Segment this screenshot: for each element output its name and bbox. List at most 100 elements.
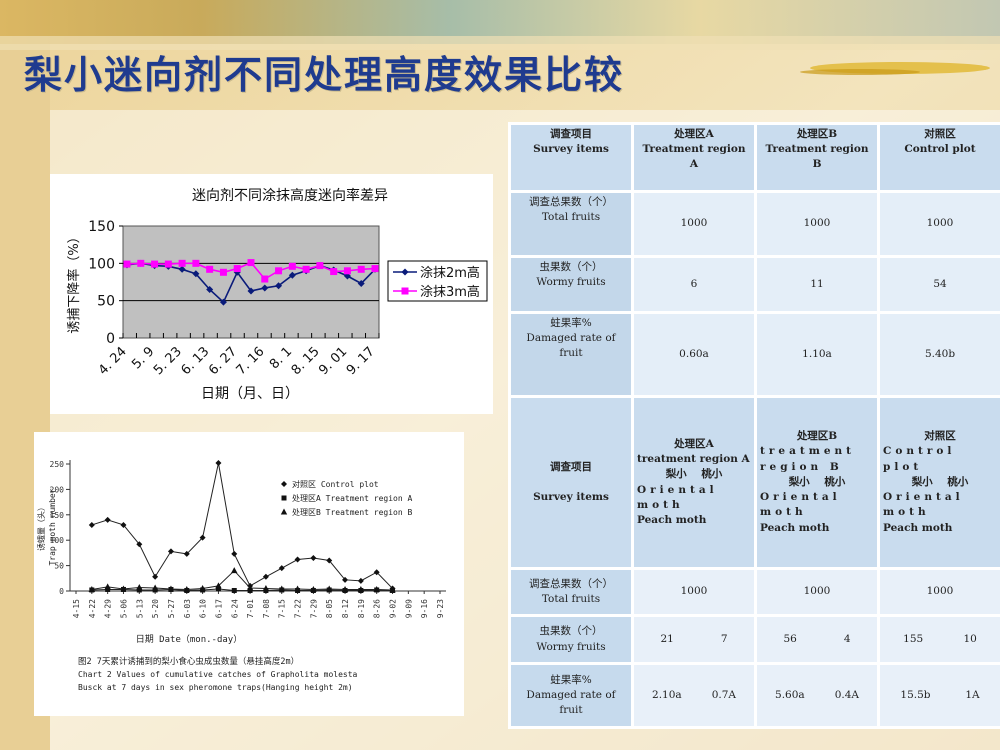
series-point [231, 567, 238, 574]
legend-label: 对照区 Control plot [292, 479, 379, 489]
series-point [278, 565, 285, 572]
row-label-zh: 蛀果率% [550, 673, 592, 686]
legend-label: 处理区A Treatment region A [292, 493, 413, 503]
series-point [371, 265, 379, 273]
pest-b-zh: 桃小 [701, 468, 723, 481]
series-point [316, 262, 324, 270]
series-point [164, 260, 172, 268]
row-label-zh: 虫果数（个） [539, 261, 603, 273]
series-point [120, 585, 127, 592]
cell-value: 0.60a [631, 311, 757, 398]
legend-marker [401, 268, 409, 276]
row-label-en: Damaged rate of fruit [526, 688, 616, 717]
x-tick-label: 9-09 [404, 599, 413, 618]
cell-value: 1000 [877, 190, 1000, 258]
cell-value-oriental: 56 [783, 632, 797, 645]
header-region-b: 处理区B Treatment region B [754, 122, 880, 193]
chart-2-svg: 250 200 150 100 50 0 4-15 4-22 4-29 5-06 5-13 5-20 5… [36, 459, 446, 692]
header-control: 对照区 Control plot [877, 122, 1000, 193]
x-tick-label: 4. 24 [96, 344, 130, 378]
header2-survey-zh: 调查项目 [550, 460, 592, 473]
x-axis-label: 日期（月、日） [201, 386, 299, 402]
pest-a-zh: 梨小 [911, 475, 933, 488]
legend-marker [401, 287, 409, 295]
cell-value: 54 [877, 255, 1000, 314]
series-point [342, 576, 349, 583]
series-point [151, 584, 159, 591]
group-title: 对照区 [924, 430, 956, 443]
y-axis-label: 诱蛾量（头） [36, 503, 46, 551]
y-tick-label: 50 [54, 562, 64, 571]
cell-value-pair: 15.5b 1A [877, 662, 1000, 729]
x-tick-label: 7-29 [309, 599, 318, 618]
cell-value-oriental: 2.10a [652, 688, 682, 701]
series-point [343, 267, 351, 275]
series-point [341, 585, 349, 592]
series-point [219, 268, 227, 276]
series-point [105, 586, 111, 592]
cell-value-peach: 4 [843, 632, 851, 645]
series-point [215, 582, 222, 589]
series-point [278, 585, 285, 592]
header-region-a: 处理区A Treatment region A [631, 122, 757, 193]
series-point [136, 541, 143, 548]
chart-caption-en: Busck at 7 days in sex pheromone traps(H… [78, 683, 353, 692]
cell-value: 1000 [631, 190, 757, 258]
y-tick-label: 150 [88, 219, 115, 235]
pest-b-en: Peach moth [760, 521, 830, 534]
x-tick-label: 4-29 [104, 599, 113, 618]
x-tick-label: 7. 16 [234, 344, 268, 378]
series-point [206, 265, 214, 273]
plot-area [122, 225, 380, 339]
series-point [326, 557, 333, 564]
cell-value: 1000 [877, 567, 1000, 617]
x-tick-label: 6-17 [214, 599, 223, 618]
x-tick-label: 6. 27 [206, 344, 240, 378]
cell-value: 1000 [631, 567, 757, 617]
series-point [275, 282, 283, 290]
cell-value-peach: 1A [965, 688, 980, 701]
cell-value-oriental: 5.60a [775, 688, 805, 701]
header2-survey: 调查项目 Survey items [508, 395, 634, 570]
header-control-zh: 对照区 [924, 128, 956, 140]
x-tick-label: 8-12 [341, 599, 350, 618]
header-survey: 调查项目 Survey items [508, 122, 634, 193]
cell-value-oriental: 21 [660, 632, 674, 645]
series-point [219, 298, 227, 306]
row-label-en: Wormy fruits [536, 640, 606, 653]
series-point [123, 260, 131, 268]
row-label-zh: 调查总果数（个） [529, 196, 613, 208]
y-tick-label: 50 [97, 294, 115, 310]
x-tick-label: 8-26 [373, 599, 382, 618]
series-point [215, 459, 222, 466]
pest-names-zh: 梨小 桃小 [883, 475, 997, 490]
series-point [136, 587, 142, 593]
cell-value-pair: 155 10 [877, 614, 1000, 665]
chart-deflection-rate: 迷向剂不同涂抹高度迷向率差异 150 100 50 0 4. 24 5. 9 5. 23 6. … [50, 174, 493, 414]
header-survey-zh: 调查项目 [550, 128, 592, 140]
series-point [104, 516, 111, 523]
group-en: Control plot [883, 445, 956, 473]
x-tick-label: 9. 17 [344, 344, 378, 378]
header-region-b-en: Treatment region B [765, 143, 869, 171]
header-survey-en: Survey items [533, 143, 609, 156]
series-point [178, 265, 186, 273]
legend-label: 涂抹3m高 [420, 284, 480, 300]
y-tick-label: 200 [50, 485, 65, 494]
x-axis-label: 日期 Date（mon.-day） [136, 634, 242, 645]
group-en: treatment region A [637, 453, 750, 466]
x-tick-label: 6. 13 [178, 344, 212, 378]
x-tick-label: 6-03 [183, 599, 192, 618]
cell-value-peach: 10 [963, 632, 977, 645]
cell-value: 11 [754, 255, 880, 314]
cell-value: 5.40b [877, 311, 1000, 398]
series-point [199, 584, 206, 591]
header2-region-a: 处理区A treatment region A 梨小 桃小 Oriental m… [631, 395, 757, 570]
page-title: 梨小迷向剂不同处理高度效果比较 [24, 53, 625, 97]
x-tick-label: 5-13 [135, 599, 144, 618]
header-region-b-zh: 处理区B [796, 128, 838, 140]
pest-b-en: Peach moth [637, 513, 707, 526]
series-point [262, 573, 269, 580]
series-point [104, 583, 111, 590]
